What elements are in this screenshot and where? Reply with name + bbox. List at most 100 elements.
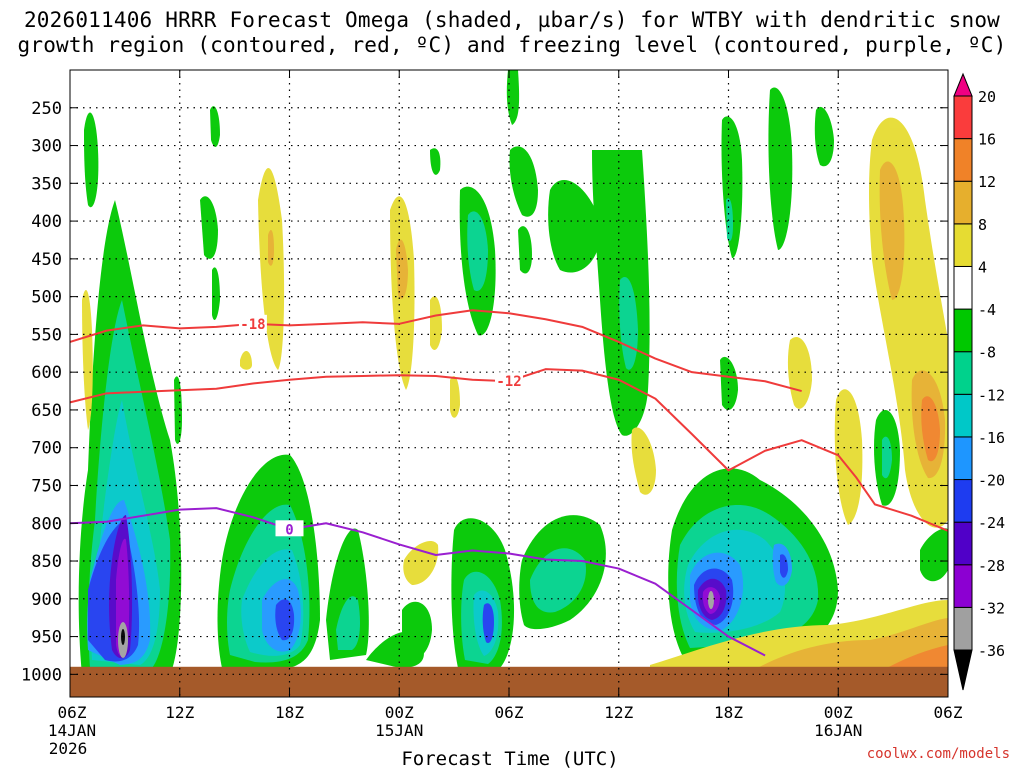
credit-text: coolwx.com/models	[867, 746, 1010, 762]
omega-shade-18z-gold	[240, 350, 252, 370]
omega-shade-far-right-teal	[882, 436, 892, 479]
colorbar-level-label: -28	[978, 557, 1005, 575]
colorbar-swatch	[953, 265, 973, 310]
contour-label: -12	[496, 374, 521, 390]
colorbar-swatch	[953, 223, 973, 267]
colorbar-swatch	[953, 308, 973, 353]
colorbar-level-label: 4	[978, 258, 987, 276]
x-tick-label: 06Z	[934, 703, 963, 722]
omega-shade-bottom-right-orange	[880, 645, 948, 672]
omega-shade-mid-blue-c	[482, 603, 494, 644]
contour-line-minus18	[69, 309, 802, 393]
omega-shade-misc-green-c	[210, 106, 220, 147]
y-tick-label: 800	[31, 514, 62, 534]
contour-line-0	[69, 507, 766, 657]
contour-lines: -18 -12 0	[69, 309, 949, 657]
y-tick-label: 400	[31, 212, 62, 232]
y-tick-label: 550	[31, 325, 62, 345]
omega-shade-upper-right-mid-green	[548, 180, 601, 273]
y-tick-label: 650	[31, 401, 62, 421]
omega-shade-far-right-green-b	[920, 528, 948, 582]
colorbar-swatch	[953, 606, 973, 651]
colorbar-swatch	[953, 393, 973, 438]
omega-shade-right-grey	[708, 591, 714, 609]
colorbar-level-label: 20	[978, 88, 996, 106]
colorbar-level-label: 12	[978, 173, 996, 191]
omega-shade-far-right-yellow-c	[787, 336, 812, 409]
colorbar-swatch	[953, 521, 973, 566]
contour-line-minus12	[69, 368, 949, 532]
contour-label-bg	[275, 520, 304, 537]
omega-shade-mid-yellow-column	[430, 296, 442, 350]
colorbar-top-arrow	[953, 72, 973, 97]
colorbar-level-label: -12	[978, 386, 1005, 404]
x-tick-date: 15JAN	[375, 721, 423, 740]
omega-shade-00z-orange	[396, 239, 408, 299]
y-tick-label: 850	[31, 552, 62, 572]
x-tick-label: 00Z	[385, 703, 414, 722]
omega-shade-12z-yellow	[631, 427, 656, 495]
omega-shade-left-yellow	[82, 290, 93, 430]
y-tick-label: 900	[31, 590, 62, 610]
omega-shade-upper-mid-green-b	[506, 70, 520, 125]
omega-shade-mid-teal-d	[530, 548, 586, 613]
omega-shade-near-00z-teal	[336, 596, 360, 650]
omega-shade-misc-green-a	[174, 376, 182, 444]
colorbar-level-label: 8	[978, 216, 987, 234]
omega-shade-right-upper-green-c	[814, 106, 834, 167]
x-tick-label: 12Z	[165, 703, 194, 722]
y-tick-label: 300	[31, 137, 62, 157]
omega-shade-mid-green-b	[402, 601, 432, 661]
omega-shade-right-upper-green-b	[768, 87, 793, 250]
y-tick-label: 700	[31, 439, 62, 459]
colorbar-level-label: 16	[978, 131, 996, 149]
y-tick-label: 600	[31, 363, 62, 383]
colorbar-level-label: -4	[978, 301, 996, 319]
omega-shade-misc-green-d	[212, 267, 220, 320]
colorbar-level-label: -32	[978, 599, 1005, 617]
y-tick-label: 950	[31, 628, 62, 648]
colorbar-swatch	[953, 564, 973, 608]
omega-shade-right-blue-c	[780, 554, 788, 578]
x-tick-label: 06Z	[58, 703, 87, 722]
colorbar: -36 -32 -28 -24 -20 -16 -12 -8 -4 4 8 12 16 20	[953, 72, 1005, 691]
y-tick-label: 750	[31, 476, 62, 496]
colorbar-level-label: -24	[978, 514, 1005, 532]
colorbar-swatch	[953, 180, 973, 225]
x-tick-year: 2026	[49, 739, 88, 758]
chart-title-line-2: growth region (contoured, red, ºC) and f…	[17, 33, 1007, 57]
colorbar-level-label: -16	[978, 429, 1005, 447]
colorbar-swatch	[953, 138, 973, 182]
omega-shading	[78, 70, 948, 675]
y-tick-label: 1000	[21, 665, 62, 685]
omega-shade-bottom-right-gold	[750, 618, 948, 672]
omega-shade-12z-teal	[619, 277, 638, 370]
y-tick-label: 500	[31, 288, 62, 308]
colorbar-level-label: -20	[978, 472, 1005, 490]
x-tick-label: 06Z	[495, 703, 524, 722]
omega-shade-upper-mid-teal	[467, 211, 488, 291]
omega-shade-right-upper-teal	[726, 198, 733, 242]
colorbar-swatch	[953, 351, 973, 395]
omega-shade-misc-green-b	[200, 196, 218, 259]
contour-label: -18	[240, 317, 265, 333]
colorbar-level-label: -36	[978, 642, 1005, 660]
contour-label: 0	[285, 522, 293, 538]
omega-shade-upper-left-green	[84, 112, 99, 208]
omega-shade-far-right-orange	[879, 161, 905, 300]
x-tick-label: 12Z	[604, 703, 633, 722]
y-axis: 250 300 350 400 450 500 550 600 650 700 750 800 850 9…	[21, 99, 948, 685]
omega-shade-upper-mid-green-d	[518, 226, 532, 274]
colorbar-swatch	[953, 95, 973, 140]
omega-shade-mid-yellow-small	[450, 376, 460, 418]
chart-title-line-1: 2026011406 HRRR Forecast Omega (shaded, …	[23, 8, 1001, 32]
x-tick-label: 18Z	[714, 703, 743, 722]
x-tick-label: 18Z	[275, 703, 304, 722]
colorbar-level-label: -8	[978, 344, 996, 362]
colorbar-swatch	[953, 479, 973, 523]
x-tick-date: 14JAN	[48, 721, 96, 740]
x-tick-date: 16JAN	[814, 721, 862, 740]
omega-shade-upper-mid-green-c	[509, 146, 538, 217]
